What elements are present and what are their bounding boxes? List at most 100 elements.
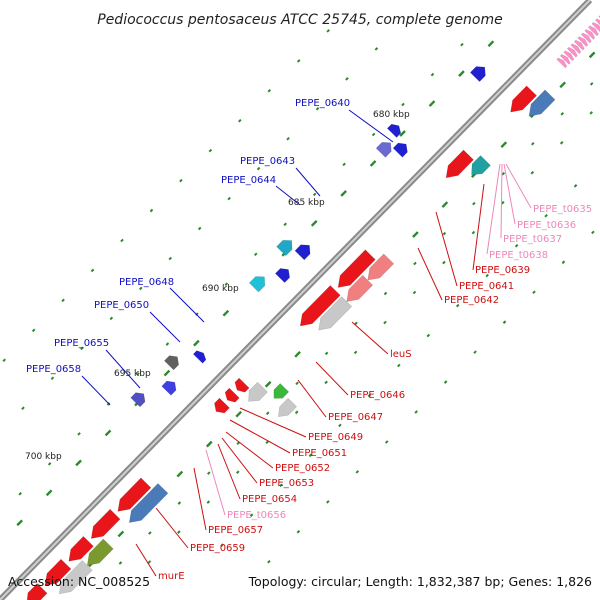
position-tick [369, 160, 377, 167]
position-tick [485, 273, 489, 278]
position-tick [206, 500, 211, 504]
label-leader-line [217, 443, 241, 500]
position-tick [294, 350, 301, 358]
label-leader-line [149, 311, 181, 343]
gene-label-pepe-0646[interactable]: PEPE_0646 [350, 390, 405, 401]
position-tick [324, 351, 329, 356]
gene-label-mure[interactable]: murE [158, 571, 185, 582]
position-tick [374, 47, 379, 51]
position-tick [179, 178, 183, 183]
position-tick [249, 513, 254, 517]
position-tick [384, 440, 389, 444]
position-tick [296, 530, 301, 534]
position-tick [2, 358, 6, 363]
position-tick [222, 309, 230, 317]
position-tick [308, 453, 313, 458]
label-leader-line [239, 407, 307, 438]
position-tick [371, 132, 376, 137]
reverse-gene-feature [224, 387, 240, 403]
label-leader-line [193, 467, 207, 531]
reverse-gene-feature [471, 155, 491, 175]
label-leader-line [315, 361, 349, 396]
position-tick [236, 470, 240, 474]
gene-label-leus[interactable]: leuS [390, 349, 412, 360]
position-tick [428, 100, 436, 107]
label-leader-line [225, 431, 274, 469]
label-leader-line [155, 507, 189, 549]
position-tick [177, 530, 181, 534]
position-tick [265, 411, 270, 416]
position-tick [47, 462, 52, 466]
forward-gene-feature [163, 355, 180, 371]
gene-label-pepe-0654[interactable]: PEPE_0654 [242, 494, 297, 505]
position-tick [163, 369, 171, 377]
trna-feature [573, 39, 585, 51]
gene-label-pepe-t0637[interactable]: PEPE_t0637 [503, 234, 562, 245]
gene-label-pepe-t0636[interactable]: PEPE_t0636 [517, 220, 576, 231]
gene-label-pepe-0644[interactable]: PEPE_0644 [221, 175, 276, 186]
position-tick [471, 230, 476, 235]
gene-label-pepe-0639[interactable]: PEPE_0639 [475, 265, 530, 276]
position-tick [441, 201, 449, 208]
scale-label-695: 695 kbp [114, 369, 151, 379]
position-tick [61, 298, 65, 303]
gene-label-pepe-0657[interactable]: PEPE_0657 [208, 525, 263, 536]
position-tick [544, 214, 548, 218]
position-tick [139, 286, 143, 291]
position-tick [136, 372, 140, 376]
position-tick [591, 230, 595, 235]
label-leader-line [500, 163, 503, 239]
position-tick [224, 282, 229, 286]
gene-label-pepe-0652[interactable]: PEPE_0652 [275, 463, 330, 474]
position-tick [197, 226, 202, 231]
label-leader-line [221, 437, 258, 484]
gene-label-pepe-0647[interactable]: PEPE_0647 [328, 412, 383, 423]
trna-feature [580, 32, 592, 44]
gene-label-pepe-0640[interactable]: PEPE_0640 [295, 98, 350, 109]
gene-label-pepe-0653[interactable]: PEPE_0653 [259, 478, 314, 489]
position-tick [279, 483, 283, 488]
gene-label-pepe-t0635[interactable]: PEPE_t0635 [533, 204, 592, 215]
forward-gene-feature [375, 141, 392, 158]
reverse-gene-feature [117, 477, 152, 512]
position-tick [353, 350, 358, 355]
gene-label-pepe-t0656[interactable]: PEPE_t0656 [227, 510, 286, 521]
position-tick [118, 561, 123, 565]
gene-label-pepe-0659[interactable]: PEPE_0659 [190, 543, 245, 554]
position-tick [460, 42, 464, 47]
gene-label-pepe-0658[interactable]: PEPE_0658 [26, 364, 81, 375]
gene-label-pepe-0649[interactable]: PEPE_0649 [308, 432, 363, 443]
position-tick [367, 393, 372, 398]
reverse-gene-feature [44, 558, 72, 586]
trna-feature [566, 46, 578, 58]
label-leader-lines [81, 109, 532, 577]
trna-feature [556, 57, 568, 69]
gene-label-pepe-0655[interactable]: PEPE_0655 [54, 338, 109, 349]
position-tick [267, 559, 271, 564]
position-tick [443, 380, 448, 384]
position-tick [501, 200, 505, 205]
label-leader-line [295, 167, 321, 197]
position-tick [21, 406, 25, 410]
reverse-gene-feature [234, 377, 250, 393]
gene-label-pepe-0643[interactable]: PEPE_0643 [240, 156, 295, 167]
position-tick [442, 260, 446, 265]
reverse-gene-feature [248, 381, 268, 402]
gene-label-pepe-0648[interactable]: PEPE_0648 [119, 277, 174, 288]
trna-feature [591, 21, 600, 33]
position-tick [502, 320, 507, 324]
position-tick [45, 489, 53, 497]
position-tick [148, 531, 152, 535]
position-tick [354, 321, 358, 326]
label-leader-line [275, 185, 301, 206]
position-tick [413, 261, 417, 266]
gene-label-pepe-0641[interactable]: PEPE_0641 [459, 281, 514, 292]
gene-label-pepe-0642[interactable]: PEPE_0642 [444, 295, 499, 306]
forward-gene-feature [130, 392, 146, 408]
gene-label-pepe-0650[interactable]: PEPE_0650 [94, 300, 149, 311]
gene-label-pepe-0651[interactable]: PEPE_0651 [292, 448, 347, 459]
gene-label-pepe-t0638[interactable]: PEPE_t0638 [489, 250, 548, 261]
forward-gene-feature [392, 142, 408, 158]
